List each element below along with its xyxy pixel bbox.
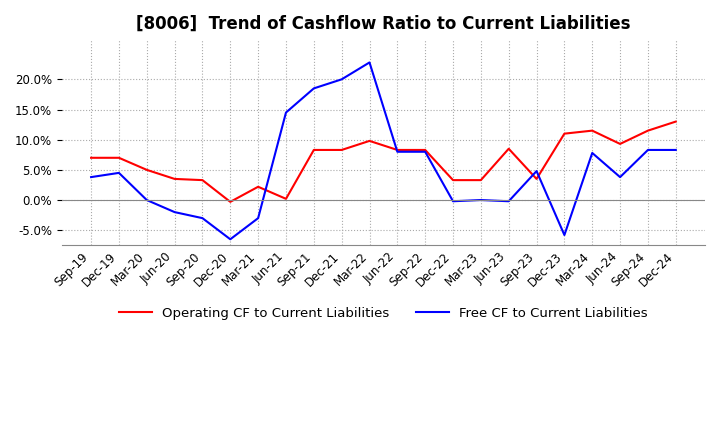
Free CF to Current Liabilities bbox=[616, 175, 624, 180]
Operating CF to Current Liabilities bbox=[477, 177, 485, 183]
Title: [8006]  Trend of Cashflow Ratio to Current Liabilities: [8006] Trend of Cashflow Ratio to Curren… bbox=[136, 15, 631, 33]
Operating CF to Current Liabilities bbox=[588, 128, 597, 133]
Free CF to Current Liabilities bbox=[87, 175, 96, 180]
Free CF to Current Liabilities bbox=[365, 60, 374, 65]
Free CF to Current Liabilities bbox=[560, 232, 569, 238]
Operating CF to Current Liabilities bbox=[226, 199, 235, 205]
Operating CF to Current Liabilities bbox=[421, 147, 430, 153]
Operating CF to Current Liabilities bbox=[532, 176, 541, 182]
Operating CF to Current Liabilities bbox=[310, 147, 318, 153]
Operating CF to Current Liabilities bbox=[644, 128, 652, 133]
Operating CF to Current Liabilities bbox=[672, 119, 680, 124]
Free CF to Current Liabilities bbox=[226, 237, 235, 242]
Operating CF to Current Liabilities bbox=[143, 167, 151, 172]
Line: Operating CF to Current Liabilities: Operating CF to Current Liabilities bbox=[91, 121, 676, 202]
Free CF to Current Liabilities bbox=[143, 198, 151, 203]
Free CF to Current Liabilities bbox=[449, 198, 457, 204]
Operating CF to Current Liabilities bbox=[198, 177, 207, 183]
Operating CF to Current Liabilities bbox=[505, 146, 513, 151]
Free CF to Current Liabilities bbox=[171, 209, 179, 215]
Free CF to Current Liabilities bbox=[644, 147, 652, 153]
Free CF to Current Liabilities bbox=[393, 149, 402, 154]
Operating CF to Current Liabilities bbox=[338, 147, 346, 153]
Free CF to Current Liabilities bbox=[588, 150, 597, 156]
Operating CF to Current Liabilities bbox=[393, 147, 402, 153]
Free CF to Current Liabilities bbox=[477, 198, 485, 203]
Free CF to Current Liabilities bbox=[114, 170, 123, 176]
Free CF to Current Liabilities bbox=[532, 169, 541, 174]
Line: Free CF to Current Liabilities: Free CF to Current Liabilities bbox=[91, 62, 676, 239]
Free CF to Current Liabilities bbox=[505, 198, 513, 204]
Operating CF to Current Liabilities bbox=[171, 176, 179, 182]
Free CF to Current Liabilities bbox=[421, 149, 430, 154]
Operating CF to Current Liabilities bbox=[365, 138, 374, 143]
Operating CF to Current Liabilities bbox=[87, 155, 96, 161]
Free CF to Current Liabilities bbox=[310, 86, 318, 91]
Operating CF to Current Liabilities bbox=[114, 155, 123, 161]
Operating CF to Current Liabilities bbox=[282, 196, 290, 202]
Free CF to Current Liabilities bbox=[282, 110, 290, 115]
Operating CF to Current Liabilities bbox=[449, 177, 457, 183]
Operating CF to Current Liabilities bbox=[616, 141, 624, 147]
Legend: Operating CF to Current Liabilities, Free CF to Current Liabilities: Operating CF to Current Liabilities, Fre… bbox=[114, 301, 653, 325]
Free CF to Current Liabilities bbox=[198, 216, 207, 221]
Operating CF to Current Liabilities bbox=[560, 131, 569, 136]
Free CF to Current Liabilities bbox=[254, 216, 263, 221]
Free CF to Current Liabilities bbox=[338, 77, 346, 82]
Operating CF to Current Liabilities bbox=[254, 184, 263, 189]
Free CF to Current Liabilities bbox=[672, 147, 680, 153]
